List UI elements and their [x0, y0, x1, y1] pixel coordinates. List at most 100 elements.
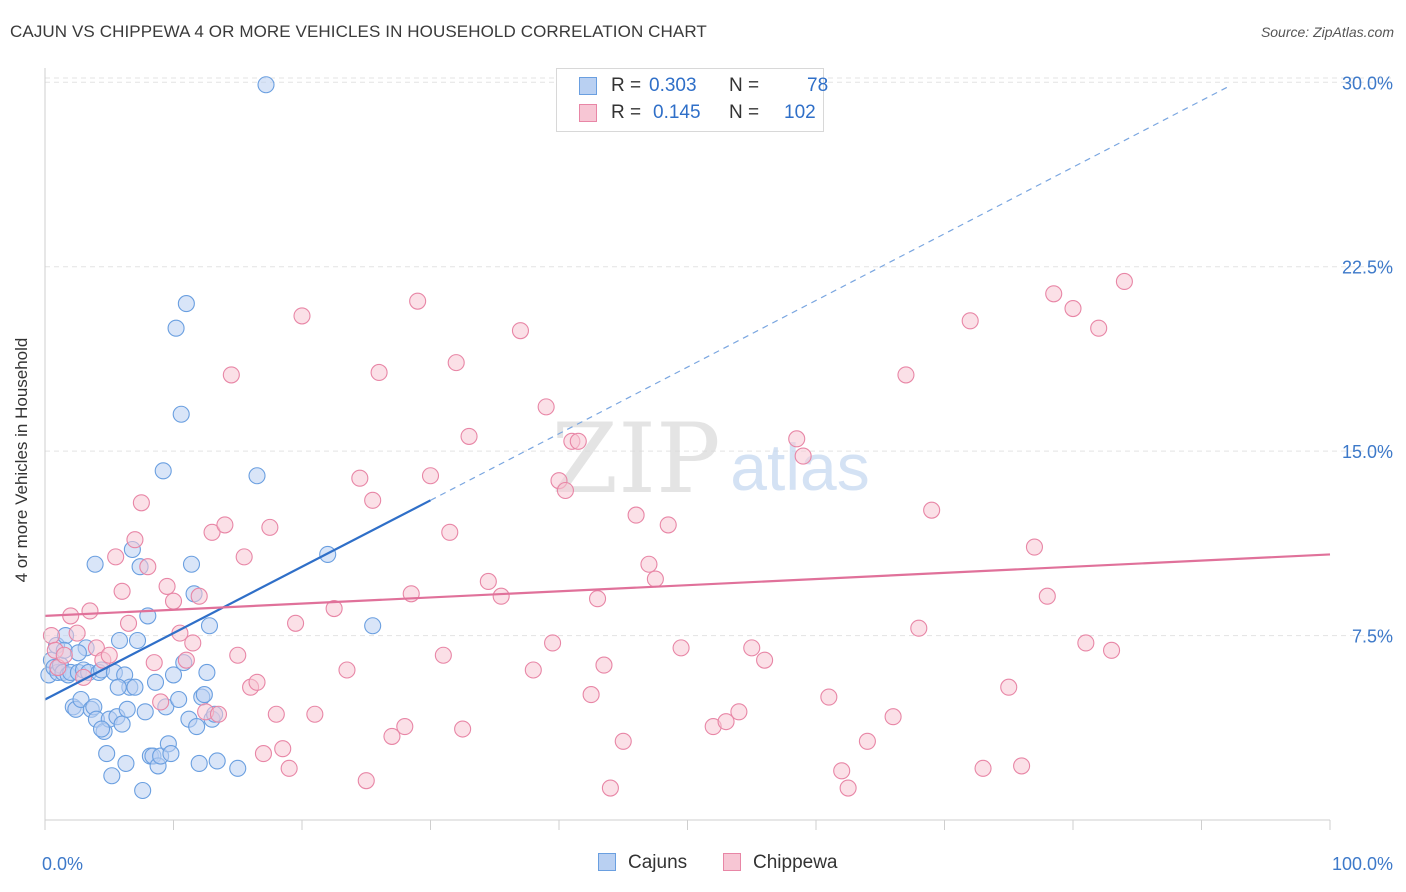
chippewa-point [209, 705, 228, 723]
cajuns-n-value: 78 [807, 75, 829, 96]
chippewa-point [287, 614, 305, 632]
chippewa-point [100, 646, 118, 664]
chippewa-point [280, 759, 298, 777]
chippewa-point [190, 587, 208, 605]
chippewa-point [601, 779, 619, 797]
data-points [40, 76, 1133, 800]
cajuns-point [182, 555, 201, 573]
axes [44, 68, 1331, 830]
n-label: N = [729, 75, 760, 96]
chippewa-point [524, 661, 542, 679]
bottom-legend-chippewa: Chippewa [723, 852, 838, 874]
cajuns-point [126, 678, 144, 696]
chippewa-point [961, 312, 979, 330]
chippewa-point [923, 501, 941, 519]
chippewa-point [132, 494, 150, 512]
n-label: N = [729, 102, 760, 123]
chippewa-point [839, 779, 857, 797]
cajuns-point [86, 555, 104, 573]
chippewa-n-value: 102 [784, 102, 816, 123]
chippewa-point [81, 602, 99, 620]
chippewa-point [113, 582, 131, 600]
chippewa-point [640, 555, 658, 573]
r-label: R = [611, 75, 642, 96]
cajuns-point [229, 759, 247, 777]
chippewa-point [139, 558, 157, 576]
chippewa-point [325, 599, 343, 618]
chippewa-point [293, 307, 311, 325]
cajuns-point [167, 319, 185, 337]
cajuns-point [208, 752, 226, 770]
chippewa-point [119, 614, 138, 632]
cajuns-point [110, 631, 129, 650]
chippewa-point [222, 366, 240, 384]
chippewa-points [42, 272, 1133, 797]
chippewa-point [1090, 319, 1108, 337]
chippewa-point [55, 646, 73, 664]
chippewa-legend-label: Chippewa [753, 852, 838, 873]
chippewa-point [152, 693, 170, 711]
chippewa-point [479, 572, 497, 591]
chippewa-point [229, 646, 247, 664]
chippewa-point [364, 491, 382, 509]
chippewa-point [897, 366, 915, 384]
chippewa-point [588, 590, 607, 608]
chippewa-point [357, 772, 375, 790]
chippewa-point [646, 570, 664, 588]
chippewa-point [42, 627, 60, 645]
cajuns-trend-line [44, 499, 432, 701]
chippewa-point [569, 432, 587, 450]
cajuns-point [103, 767, 121, 785]
chippewa-point [627, 506, 645, 524]
chippewa-point [421, 467, 440, 485]
y-axis-label: 4 or more Vehicles in Household [12, 337, 31, 583]
chippewa-point [1038, 587, 1056, 605]
chippewa-point [659, 516, 677, 534]
chippewa-point [788, 430, 806, 448]
chippewa-point [164, 592, 183, 610]
cajuns-points [40, 76, 382, 800]
y-tick-label: 30.0% [1342, 73, 1393, 93]
chippewa-point [582, 686, 600, 704]
watermark: ZIP atlas [551, 403, 869, 515]
cajuns-point [364, 617, 382, 635]
chippewa-point [306, 705, 324, 723]
chippewa-point [1103, 641, 1121, 659]
chippewa-point [1077, 634, 1095, 652]
chippewa-point [158, 577, 176, 595]
chippewa-point [434, 646, 452, 664]
chippewa-point [254, 745, 273, 763]
chippewa-point [672, 639, 690, 657]
chippewa-r-value: 0.145 [653, 102, 701, 123]
chippewa-point [338, 661, 356, 679]
chippewa-point [614, 732, 632, 750]
cajuns-point [257, 76, 275, 94]
chippewa-point [460, 427, 478, 445]
chippewa-point [441, 523, 459, 541]
chippewa-point [107, 548, 125, 566]
cajuns-point [92, 720, 111, 738]
chippewa-point [203, 523, 221, 541]
cajuns-point [248, 467, 266, 485]
cajuns-legend-swatch [598, 853, 616, 871]
chippewa-point [235, 548, 253, 566]
chippewa-point [274, 740, 292, 758]
chippewa-point [884, 708, 902, 726]
source-note: Source: ZipAtlas.com [1260, 24, 1394, 40]
cajuns-r-value: 0.303 [649, 75, 697, 96]
chippewa-point [743, 639, 761, 657]
chippewa-point [68, 624, 86, 642]
chippewa-point [126, 531, 144, 549]
chippewa-point [595, 656, 613, 674]
x-tick-label-min: 0.0% [42, 854, 83, 874]
chippewa-point [974, 759, 992, 777]
cajuns-point [200, 617, 219, 635]
chippewa-point [370, 363, 388, 382]
chippewa-point [794, 447, 812, 465]
chippewa-point [833, 762, 851, 780]
chippewa-point [177, 651, 195, 669]
r-label: R = [611, 102, 642, 123]
cajuns-point [72, 690, 90, 709]
chippewa-point [145, 654, 163, 672]
